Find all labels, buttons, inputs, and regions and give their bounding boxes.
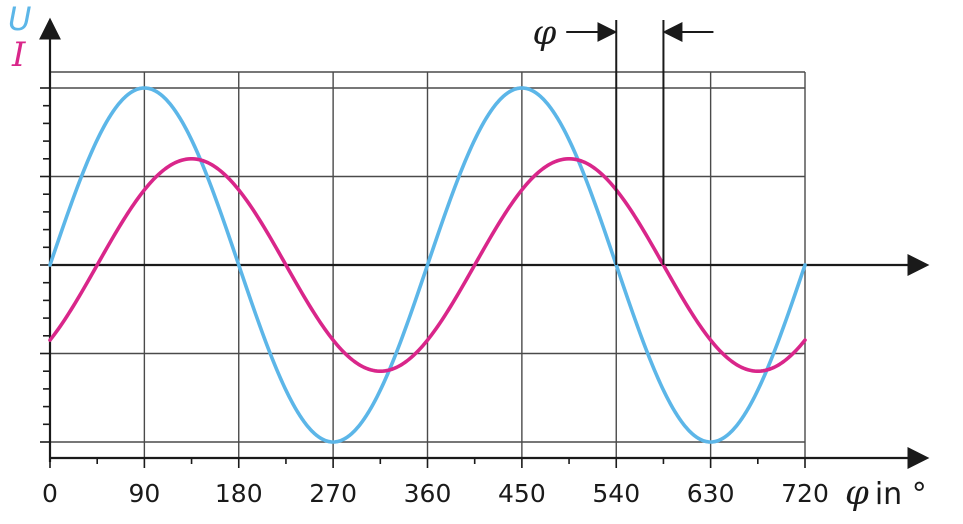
axes	[39, 17, 930, 469]
x-axis-title-unit: in °	[875, 477, 927, 512]
phase-shift-marker: φ	[532, 13, 714, 265]
x-axis-title: φ in °	[845, 473, 927, 513]
x-tick-label: 0	[42, 479, 58, 508]
x-tick-label: 720	[781, 479, 829, 508]
series-lines	[48, 86, 807, 444]
y-axis-label-u: U	[8, 0, 31, 38]
x-axis-title-symbol: φ	[845, 473, 869, 513]
series-line-i	[48, 157, 807, 373]
y-axis-minor-ticks	[40, 87, 806, 468]
x-tick-label: 450	[498, 479, 546, 508]
x-tick-label: 90	[128, 479, 160, 508]
x-tick-label: 360	[404, 479, 452, 508]
phase-marker-label: φ	[532, 13, 556, 53]
x-tick-label: 540	[592, 479, 640, 508]
x-tick-label: 630	[687, 479, 735, 508]
tick-labels: UI0 90 180 270 360 450 540 630 720 φ in °	[8, 0, 927, 513]
series-line-u	[48, 86, 807, 444]
x-tick-label: 270	[309, 479, 357, 508]
x-tick-label: 180	[215, 479, 263, 508]
y-axis-label-i: I	[11, 35, 26, 75]
